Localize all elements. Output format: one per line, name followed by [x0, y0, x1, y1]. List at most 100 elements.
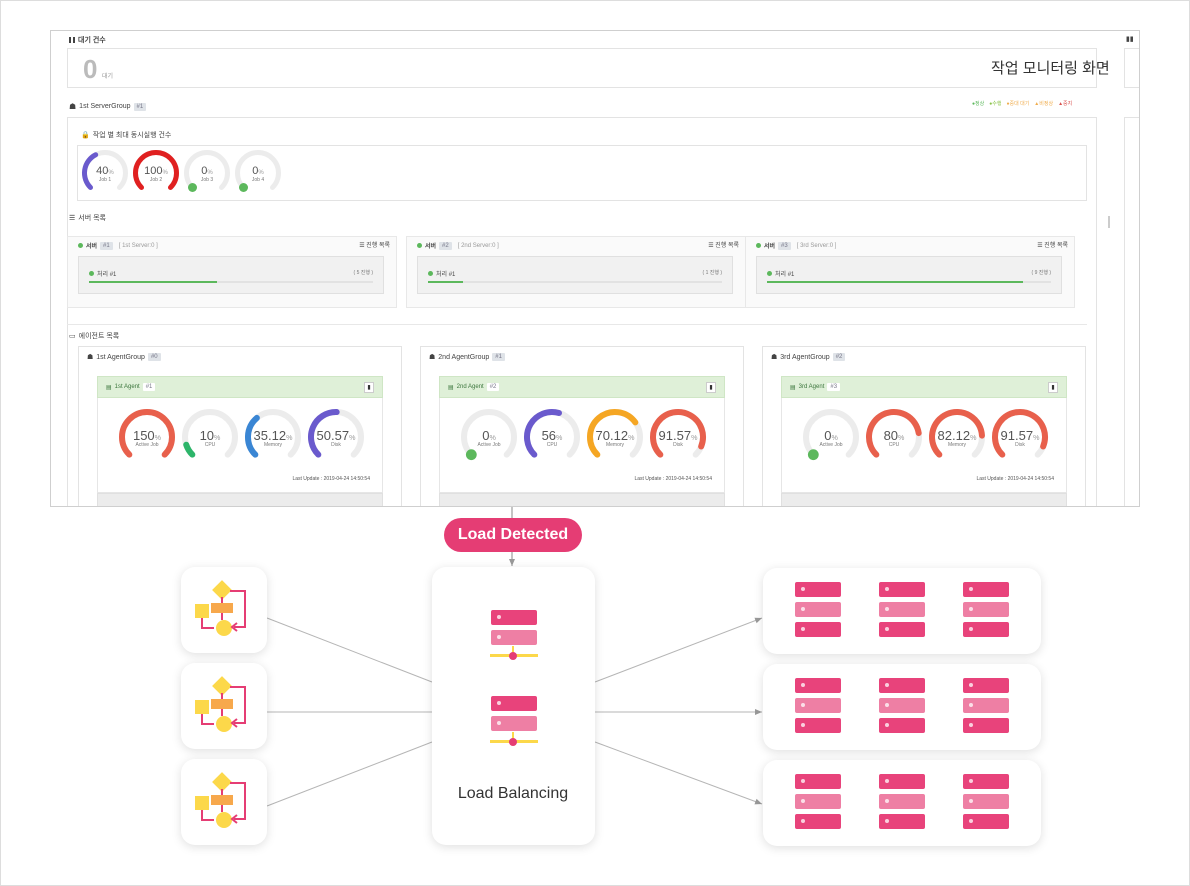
- gauge-ring: [803, 409, 859, 461]
- gauge-unit: %: [556, 433, 563, 442]
- progress-list-button[interactable]: ☰ 진행 목록: [708, 240, 739, 249]
- legend-item: ●수행: [989, 100, 1001, 107]
- list-icon: ☰: [69, 215, 76, 222]
- status-dot-icon: [756, 243, 761, 248]
- server-name: [ 2nd Server:0 ]: [457, 242, 499, 249]
- pause-icon: [69, 37, 75, 43]
- gauge: 35.12% Memory: [244, 408, 302, 466]
- server-slab: [963, 622, 1009, 637]
- agent-name: 1st Agent: [114, 384, 140, 390]
- list-icon: ☰: [708, 243, 716, 249]
- server-slab: [795, 774, 841, 789]
- gauge-unit: %: [691, 433, 698, 442]
- server-slab: [963, 602, 1009, 617]
- server-slab: [963, 794, 1009, 809]
- lb-slab: [491, 716, 537, 731]
- clipped-pause-icon: ▮▮: [1126, 36, 1134, 43]
- server-tag: #1: [100, 241, 113, 250]
- server-group-title: ☗ 1st ServerGroup #1: [69, 102, 147, 111]
- gauge: 82.12% Memory: [928, 408, 986, 466]
- agent-footer: [97, 493, 383, 506]
- progress-bar: [428, 281, 722, 283]
- line-in-3: [266, 741, 433, 807]
- server-icon: ▤: [106, 384, 112, 391]
- server-icon: ▤: [790, 384, 796, 391]
- process-item: 처리 #1: [89, 269, 116, 278]
- server-icon: ▤: [448, 384, 454, 391]
- legend-item: ▲비정상: [1034, 100, 1053, 107]
- gauge-unit: %: [489, 433, 496, 442]
- gauge-label: Disk: [1015, 441, 1025, 448]
- progress-list-button[interactable]: ☰ 진행 목록: [1037, 240, 1068, 249]
- last-update: Last Update : 2019-04-24 14:50:54: [292, 476, 370, 482]
- warning-triangle-icon: ▲: [1034, 101, 1040, 107]
- gauge-label: Job 1: [98, 177, 112, 184]
- progress-list-button[interactable]: ☰ 진행 목록: [359, 240, 390, 249]
- trash-icon[interactable]: ▮: [1048, 382, 1058, 393]
- gauge-track: [803, 409, 859, 458]
- gauge-ring: [235, 150, 281, 192]
- server-list-text: 서버 목록: [78, 215, 106, 222]
- gauge-ring: [308, 409, 364, 458]
- agent-tag: #2: [486, 383, 500, 391]
- server-card: 서버 #1 [ 1st Server:0 ] ☰ 진행 목록 처리 #1 ( 5 진행 ): [67, 236, 397, 308]
- scrollbar[interactable]: [1108, 216, 1110, 228]
- gauge: 50.57% Disk: [307, 408, 365, 466]
- gauge-track: [182, 409, 238, 458]
- server-slab: [795, 582, 841, 597]
- dashboard-main: 대기 건수 0 대기 ☗ 1st ServerGroup #1 ●정상 ●수행 ●중…: [59, 31, 1104, 506]
- gauge-unit: %: [970, 433, 977, 442]
- server-name: [ 3rd Server:0 ]: [796, 242, 837, 249]
- line-in-1: [266, 617, 433, 683]
- trash-icon[interactable]: ▮: [364, 382, 374, 393]
- server-slab: [879, 794, 925, 809]
- agent-header: ▤ 2nd Agent #2 ▮: [439, 376, 725, 398]
- gauge-fill: [866, 409, 922, 458]
- gauge-value: 91.57%: [1000, 427, 1040, 443]
- gauge: 0% Job 4: [234, 149, 282, 197]
- agent-header: ▤ 1st Agent #1 ▮: [97, 376, 383, 398]
- agent-tag: #1: [142, 383, 156, 391]
- gauge-value: 82.12%: [937, 427, 977, 443]
- lb-slab: [491, 610, 537, 625]
- gauge-fill: [119, 409, 175, 458]
- gauge-ring: [119, 409, 175, 458]
- lb-stem: [512, 732, 514, 740]
- gauge-fill: [183, 441, 196, 458]
- server-slab: [963, 718, 1009, 733]
- gauge-value: 0%: [824, 427, 838, 443]
- list-icon: ☰: [1037, 243, 1045, 249]
- gauge-ring: [587, 409, 643, 458]
- wait-title-text: 대기 건수: [78, 37, 106, 44]
- progress-fill: [767, 281, 1023, 283]
- job-title-text: 작업 별 최대 동시실행 건수: [92, 132, 172, 139]
- gauge-label: Job 2: [149, 177, 163, 184]
- agent-title: ▤ 1st Agent #1: [106, 383, 156, 391]
- divider: [67, 324, 1087, 325]
- server-slab: [879, 602, 925, 617]
- trash-icon[interactable]: ▮: [706, 382, 716, 393]
- server-header: 서버 #2 [ 2nd Server:0 ]: [417, 241, 499, 250]
- lb-node: [509, 652, 517, 660]
- gauge-label: Disk: [331, 441, 341, 448]
- process-count: ( 5 진행 ): [353, 270, 373, 276]
- gauge: 10% CPU: [181, 408, 239, 466]
- server-slab: [795, 698, 841, 713]
- monitoring-screenshot: 대기 건수 0 대기 ☗ 1st ServerGroup #1 ●정상 ●수행 ●중…: [50, 30, 1140, 507]
- line-out-1: [594, 617, 763, 683]
- status-dot-icon: [78, 243, 83, 248]
- cubes-icon: ☗: [771, 354, 778, 361]
- server-slab: [963, 582, 1009, 597]
- server-tag: #3: [778, 241, 791, 250]
- server-label: 서버: [425, 244, 437, 250]
- gauge: 80% CPU: [865, 408, 923, 466]
- gauge: 0% Active Job: [460, 408, 518, 466]
- last-update: Last Update : 2019-04-24 14:50:54: [634, 476, 712, 482]
- agent-tag: #3: [827, 383, 841, 391]
- gauge-unit: %: [154, 433, 162, 442]
- status-legend: ●정상 ●수행 ●중대 대기 ▲비정상 ▲중지: [972, 100, 1072, 107]
- server-slab: [963, 678, 1009, 693]
- legend-label: 비정상: [1039, 101, 1054, 107]
- load-balancing-label: Load Balancing: [457, 785, 569, 802]
- process-count: ( 1 진행 ): [702, 270, 722, 276]
